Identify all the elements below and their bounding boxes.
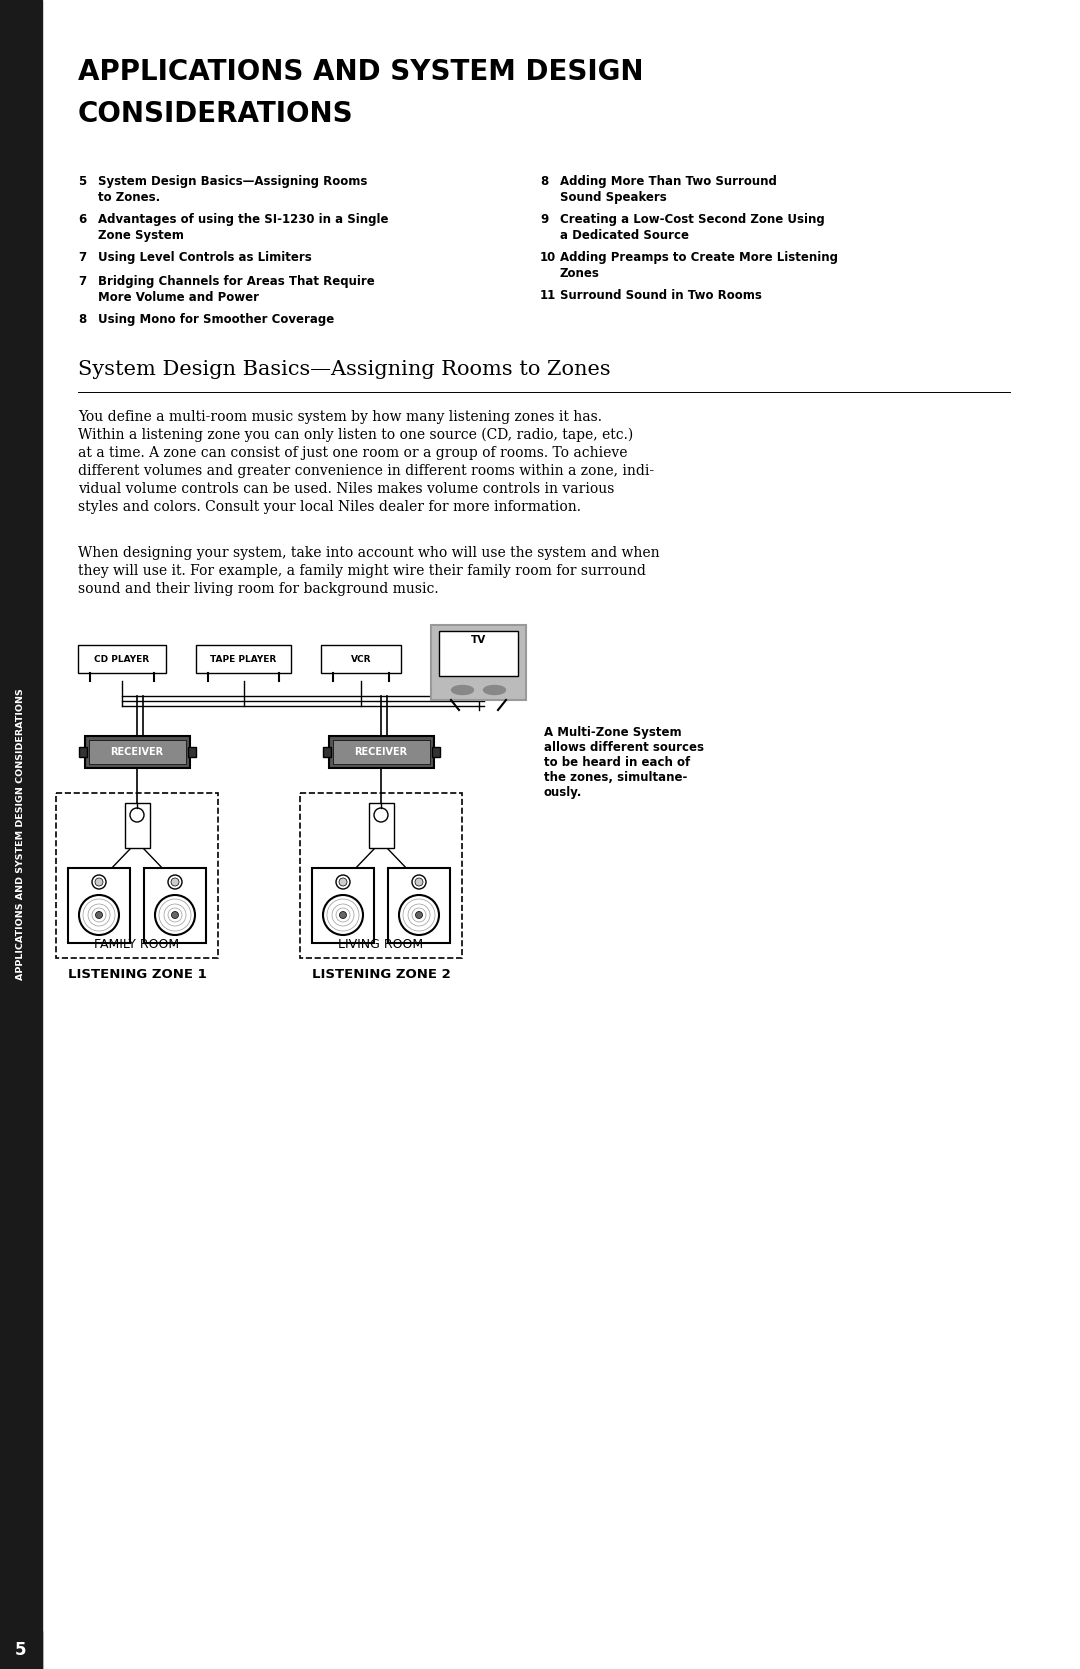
Text: VCR: VCR xyxy=(351,654,372,664)
Bar xyxy=(0,0,42,1669)
Text: 8: 8 xyxy=(540,175,549,189)
Bar xyxy=(195,644,291,673)
Text: When designing your system, take into account who will use the system and when: When designing your system, take into ac… xyxy=(78,546,660,561)
Text: Zone System: Zone System xyxy=(98,229,184,242)
Text: RECEIVER: RECEIVER xyxy=(354,748,407,758)
Text: a Dedicated Source: a Dedicated Source xyxy=(561,229,689,242)
Text: You define a multi-room music system by how many listening zones it has.: You define a multi-room music system by … xyxy=(78,411,602,424)
Text: vidual volume controls can be used. Niles makes volume controls in various: vidual volume controls can be used. Nile… xyxy=(78,482,615,496)
Text: ously.: ously. xyxy=(544,786,582,799)
Circle shape xyxy=(399,895,438,935)
Text: 11: 11 xyxy=(540,289,556,302)
Circle shape xyxy=(95,878,103,886)
Text: RECEIVER: RECEIVER xyxy=(110,748,163,758)
Text: 5: 5 xyxy=(15,1641,27,1659)
Text: Advantages of using the SI-1230 in a Single: Advantages of using the SI-1230 in a Sin… xyxy=(98,214,389,225)
Text: Bridging Channels for Areas That Require: Bridging Channels for Areas That Require xyxy=(98,275,375,289)
Bar xyxy=(312,868,374,943)
Circle shape xyxy=(323,895,363,935)
Bar xyxy=(323,748,330,758)
Bar xyxy=(333,739,430,764)
Text: 6: 6 xyxy=(78,214,86,225)
Circle shape xyxy=(130,808,144,823)
Text: 10: 10 xyxy=(540,250,556,264)
Text: A Multi-Zone System: A Multi-Zone System xyxy=(544,726,681,739)
Text: 7: 7 xyxy=(78,250,86,264)
Text: 8: 8 xyxy=(78,314,86,325)
Text: Creating a Low-Cost Second Zone Using: Creating a Low-Cost Second Zone Using xyxy=(561,214,825,225)
Bar xyxy=(188,748,195,758)
Text: to Zones.: to Zones. xyxy=(98,190,160,204)
Text: styles and colors. Consult your local Niles dealer for more information.: styles and colors. Consult your local Ni… xyxy=(78,501,581,514)
Bar xyxy=(368,803,393,848)
Text: Surround Sound in Two Rooms: Surround Sound in Two Rooms xyxy=(561,289,761,302)
Text: FAMILY ROOM: FAMILY ROOM xyxy=(94,938,179,951)
Circle shape xyxy=(336,875,350,890)
Circle shape xyxy=(415,878,423,886)
Bar xyxy=(328,736,433,768)
Text: different volumes and greater convenience in different rooms within a zone, indi: different volumes and greater convenienc… xyxy=(78,464,654,477)
Bar xyxy=(56,793,218,958)
Text: Within a listening zone you can only listen to one source (CD, radio, tape, etc.: Within a listening zone you can only lis… xyxy=(78,427,633,442)
Text: Sound Speakers: Sound Speakers xyxy=(561,190,666,204)
Ellipse shape xyxy=(484,686,505,694)
Text: TAPE PLAYER: TAPE PLAYER xyxy=(211,654,276,664)
Text: sound and their living room for background music.: sound and their living room for backgrou… xyxy=(78,582,438,596)
Text: Zones: Zones xyxy=(561,267,599,280)
Bar xyxy=(144,868,206,943)
Text: Using Level Controls as Limiters: Using Level Controls as Limiters xyxy=(98,250,312,264)
Text: More Volume and Power: More Volume and Power xyxy=(98,290,259,304)
Bar xyxy=(321,644,401,673)
Bar xyxy=(68,868,130,943)
Circle shape xyxy=(411,875,426,890)
Text: Adding Preamps to Create More Listening: Adding Preamps to Create More Listening xyxy=(561,250,838,264)
Text: at a time. A zone can consist of just one room or a group of rooms. To achieve: at a time. A zone can consist of just on… xyxy=(78,446,627,461)
Text: LIVING ROOM: LIVING ROOM xyxy=(338,938,423,951)
Text: System Design Basics—Assigning Rooms to Zones: System Design Basics—Assigning Rooms to … xyxy=(78,361,610,379)
Bar xyxy=(431,624,526,699)
Bar xyxy=(78,644,166,673)
Bar xyxy=(89,739,186,764)
Circle shape xyxy=(95,911,103,918)
Text: LISTENING ZONE 2: LISTENING ZONE 2 xyxy=(312,968,450,981)
Text: CONSIDERATIONS: CONSIDERATIONS xyxy=(78,100,353,129)
Text: to be heard in each of: to be heard in each of xyxy=(544,756,690,769)
Text: System Design Basics—Assigning Rooms: System Design Basics—Assigning Rooms xyxy=(98,175,367,189)
Text: 5: 5 xyxy=(78,175,86,189)
Text: the zones, simultane-: the zones, simultane- xyxy=(544,771,687,784)
Circle shape xyxy=(339,911,347,918)
Text: Adding More Than Two Surround: Adding More Than Two Surround xyxy=(561,175,777,189)
Text: TV: TV xyxy=(471,634,486,644)
Bar xyxy=(84,736,189,768)
Text: Using Mono for Smoother Coverage: Using Mono for Smoother Coverage xyxy=(98,314,334,325)
Bar xyxy=(300,793,462,958)
Ellipse shape xyxy=(451,686,473,694)
Bar xyxy=(438,631,518,676)
Text: LISTENING ZONE 1: LISTENING ZONE 1 xyxy=(68,968,206,981)
Text: they will use it. For example, a family might wire their family room for surroun: they will use it. For example, a family … xyxy=(78,564,646,577)
Circle shape xyxy=(79,895,119,935)
Circle shape xyxy=(156,895,195,935)
Circle shape xyxy=(416,911,422,918)
Text: 9: 9 xyxy=(540,214,549,225)
Circle shape xyxy=(374,808,388,823)
Bar xyxy=(79,748,86,758)
Text: 7: 7 xyxy=(78,275,86,289)
Bar xyxy=(432,748,440,758)
Bar xyxy=(124,803,149,848)
Circle shape xyxy=(172,911,178,918)
Circle shape xyxy=(168,875,183,890)
Circle shape xyxy=(92,875,106,890)
Text: APPLICATIONS AND SYSTEM DESIGN: APPLICATIONS AND SYSTEM DESIGN xyxy=(78,58,644,87)
Bar xyxy=(0,1631,42,1669)
Text: APPLICATIONS AND SYSTEM DESIGN CONSIDERATIONS: APPLICATIONS AND SYSTEM DESIGN CONSIDERA… xyxy=(16,689,26,980)
Bar xyxy=(388,868,450,943)
Circle shape xyxy=(339,878,347,886)
Circle shape xyxy=(171,878,179,886)
Text: allows different sources: allows different sources xyxy=(544,741,704,754)
Text: CD PLAYER: CD PLAYER xyxy=(94,654,149,664)
